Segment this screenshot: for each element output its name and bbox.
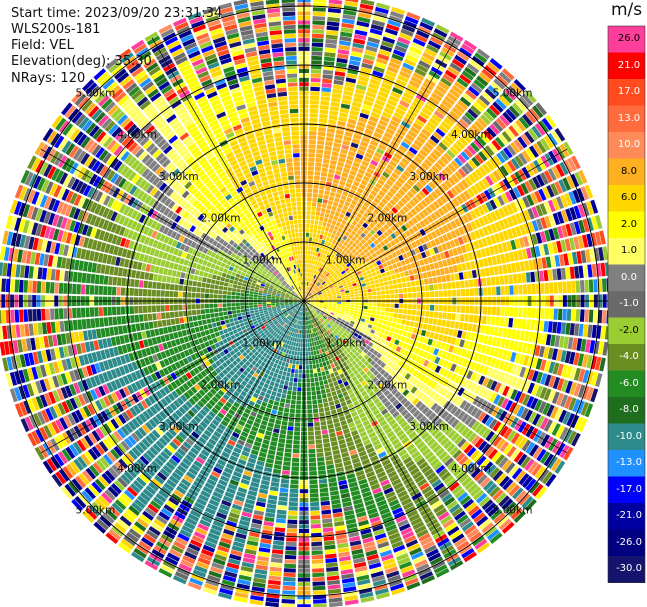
colorbar-tick-label: -17.0 [616,483,642,495]
range-label-ne-5: 5.00km [493,87,533,99]
colorbar-tick-label: 1.0 [621,245,637,256]
colorbar-tick-label: 10.0 [617,139,641,150]
range-label-sw-2: 2.00km [201,379,241,391]
colorbar-tick-label: 2.0 [621,218,637,230]
range-label-se-2: 2.00km [368,379,408,391]
colorbar-swatch [608,529,645,557]
colorbar-swatch [608,185,645,212]
colorbar-swatch [608,291,645,318]
colorbar-tick-label: -2.0 [619,324,639,336]
colorbar-swatch [608,105,645,133]
range-label-nw-5: 5.00km [76,87,116,99]
colorbar-swatch [608,26,645,53]
colorbar-swatch [608,450,645,477]
nrays-label: NRays: 120 [11,71,86,86]
colorbar-swatch [608,503,645,530]
elevation-label: Elevation(deg): 35.30 [11,54,152,69]
range-label-se-3: 3.00km [409,421,449,433]
azimuth-line [151,37,305,302]
colorbar-tick-label: -13.0 [616,457,642,468]
colorbar-swatch [608,344,645,371]
instrument-label: WLS200s-181 [11,22,101,37]
range-label-se-5: 5.00km [493,505,533,517]
colorbar-swatch [608,79,645,106]
range-label-sw-4: 4.00km [117,463,157,475]
colorbar-swatch [608,317,645,345]
colorbar-tick-label: 26.0 [617,33,641,44]
range-label-ne-3: 3.00km [409,171,449,183]
azimuth-line [303,300,457,565]
azimuth-spokes [0,0,608,605]
colorbar-swatch [608,52,645,80]
colorbar-swatch [608,370,645,398]
colorbar-swatch [608,397,645,424]
range-label-nw-1: 1.00km [242,254,282,266]
range-label-sw-1: 1.00km [242,338,282,350]
colorbar-tick-label: 0.0 [621,271,637,283]
range-label-ne-2: 2.00km [368,213,408,225]
colorbar-tick-label: -30.0 [616,563,642,574]
azimuth-line [40,148,305,302]
colorbar-swatch [608,556,645,583]
range-label-ne-1: 1.00km [326,254,366,266]
colorbar-tick-label: -6.0 [619,377,639,389]
colorbar-tick-label: -8.0 [619,404,639,415]
colorbar-tick-label: 6.0 [621,192,637,203]
azimuth-line [40,300,305,454]
range-label-se-1: 1.00km [326,338,366,350]
range-label-sw-3: 3.00km [159,421,199,433]
field-label: Field: VEL [11,38,74,53]
colorbar-unit: m/s [611,0,643,20]
range-label-se-4: 4.00km [451,463,491,475]
colorbar [607,25,646,583]
colorbar-tick-label: 17.0 [617,86,641,97]
colorbar-swatch [608,423,645,451]
ppi-gates [0,0,612,607]
range-label-ne-4: 4.00km [451,129,491,141]
colorbar-swatch [608,211,645,239]
colorbar-tick-label: -26.0 [616,536,642,548]
range-label-nw-4: 4.00km [117,129,157,141]
colorbar-tick-label: 21.0 [617,59,641,71]
colorbar-swatch [608,158,645,186]
colorbar-frame [607,25,646,583]
azimuth-line [303,300,568,454]
colorbar-swatch [608,476,645,504]
colorbar-tick-label: -21.0 [616,510,642,521]
colorbar-tick-label: -1.0 [619,298,639,309]
start-time-label: Start time: 2023/09/20 23:31:34 [11,6,223,21]
colorbar-swatch [608,264,645,292]
colorbar-tick-label: 13.0 [617,112,641,124]
azimuth-line [303,37,457,302]
azimuth-line [303,148,568,302]
range-label-sw-5: 5.00km [76,505,116,517]
colorbar-swatch [608,238,645,265]
colorbar-tick-label: -4.0 [619,351,639,362]
range-label-nw-2: 2.00km [201,213,241,225]
range-labels: 1.00km 2.00km 3.00km 4.00km 5.00km 1.00km 2.00… [76,87,533,516]
colorbar-tick-label: 8.0 [621,165,637,177]
colorbar-tick-label: -10.0 [616,430,642,442]
colorbar-swatch [608,132,645,159]
range-label-nw-3: 3.00km [159,171,199,183]
azimuth-line [151,300,305,565]
